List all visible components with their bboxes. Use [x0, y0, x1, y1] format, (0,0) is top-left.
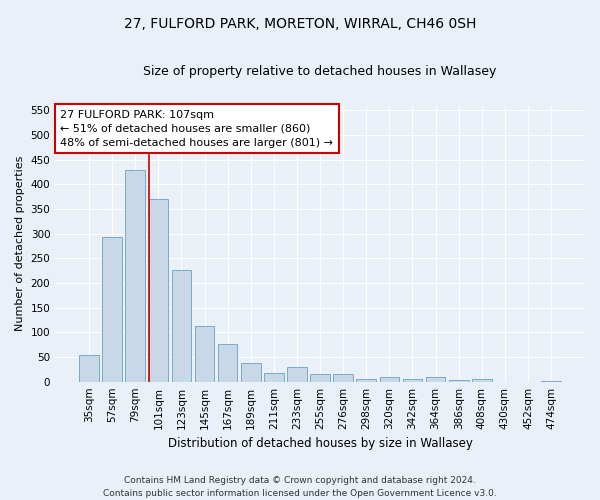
Text: 27 FULFORD PARK: 107sqm
← 51% of detached houses are smaller (860)
48% of semi-d: 27 FULFORD PARK: 107sqm ← 51% of detache…: [61, 110, 334, 148]
Bar: [310, 374, 330, 382]
Bar: [334, 374, 353, 382]
Bar: [472, 379, 491, 382]
Bar: [149, 199, 168, 382]
Bar: [195, 326, 214, 382]
Text: 27, FULFORD PARK, MORETON, WIRRAL, CH46 0SH: 27, FULFORD PARK, MORETON, WIRRAL, CH46 …: [124, 18, 476, 32]
Text: Contains HM Land Registry data © Crown copyright and database right 2024.
Contai: Contains HM Land Registry data © Crown c…: [103, 476, 497, 498]
Bar: [541, 380, 561, 382]
Bar: [356, 379, 376, 382]
Bar: [264, 374, 284, 382]
Bar: [125, 170, 145, 382]
Bar: [449, 380, 469, 382]
Title: Size of property relative to detached houses in Wallasey: Size of property relative to detached ho…: [143, 65, 497, 78]
Bar: [287, 367, 307, 382]
Bar: [241, 363, 260, 382]
Bar: [380, 377, 399, 382]
Bar: [79, 354, 99, 382]
Bar: [172, 270, 191, 382]
X-axis label: Distribution of detached houses by size in Wallasey: Distribution of detached houses by size …: [167, 437, 473, 450]
Bar: [426, 377, 445, 382]
Y-axis label: Number of detached properties: Number of detached properties: [15, 156, 25, 332]
Bar: [403, 378, 422, 382]
Bar: [103, 237, 122, 382]
Bar: [218, 344, 238, 382]
